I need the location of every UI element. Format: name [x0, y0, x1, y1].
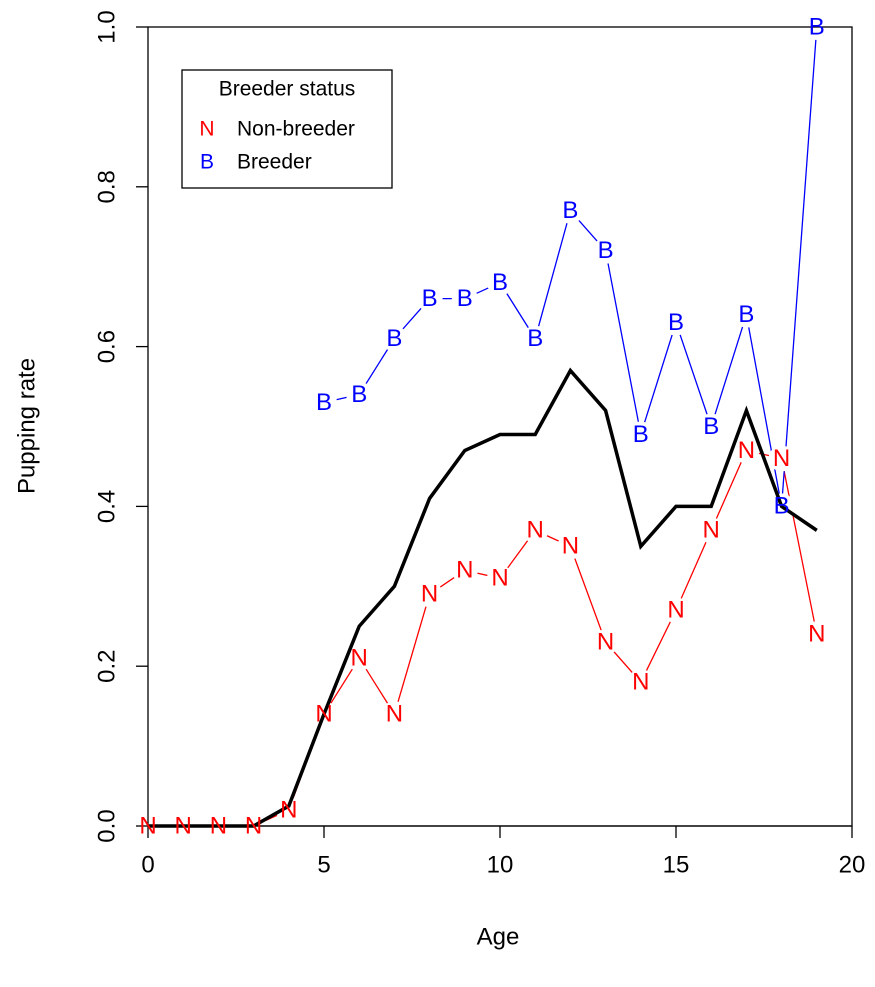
series-line [148, 449, 818, 827]
point-marker: N [315, 700, 332, 727]
y-tick-label: 0.6 [93, 330, 120, 363]
point-marker: B [492, 269, 508, 296]
point-marker: B [598, 237, 614, 264]
point-marker: N [491, 565, 508, 592]
point-marker: B [562, 197, 578, 224]
point-marker: B [738, 301, 754, 328]
point-marker: N [139, 812, 156, 839]
x-tick-label: 10 [487, 851, 514, 878]
y-axis-label: Pupping rate [13, 358, 40, 494]
x-axis-label: Age [477, 923, 520, 950]
x-tick-label: 0 [141, 851, 154, 878]
point-marker: B [809, 13, 825, 40]
point-marker: N [245, 812, 262, 839]
legend-label: Breeder [237, 151, 312, 174]
point-marker: N [280, 796, 297, 823]
x-tick-label: 15 [663, 851, 690, 878]
point-marker: N [738, 437, 755, 464]
point-marker: N [632, 669, 649, 696]
point-marker: B [527, 325, 543, 352]
legend-marker: B [200, 151, 214, 174]
point-marker: N [386, 700, 403, 727]
y-tick-label: 0.2 [93, 650, 120, 683]
x-tick-label: 5 [317, 851, 330, 878]
legend-title: Breeder status [219, 78, 356, 101]
point-marker: B [774, 493, 790, 520]
legend-label: Non-breeder [237, 118, 355, 141]
y-tick-label: 0.4 [93, 490, 120, 523]
legend-box [181, 69, 393, 189]
point-marker: N [667, 597, 684, 624]
point-marker: N [210, 812, 227, 839]
point-marker: N [351, 645, 368, 672]
legend-marker: N [199, 118, 214, 141]
point-marker: N [527, 517, 544, 544]
point-marker: B [457, 285, 473, 312]
point-marker: N [773, 445, 790, 472]
y-tick-label: 1.0 [93, 10, 120, 43]
y-tick-label: 0.0 [93, 809, 120, 842]
point-marker: N [421, 581, 438, 608]
point-marker: N [703, 517, 720, 544]
x-tick-label: 20 [839, 851, 866, 878]
point-marker: B [316, 389, 332, 416]
series-line [323, 26, 818, 507]
point-marker: B [386, 325, 402, 352]
point-marker: B [633, 421, 649, 448]
point-marker: B [703, 413, 719, 440]
point-marker: B [351, 381, 367, 408]
point-marker: N [562, 533, 579, 560]
point-marker: N [808, 621, 825, 648]
point-marker: B [422, 285, 438, 312]
point-marker: N [175, 812, 192, 839]
point-marker: N [597, 629, 614, 656]
point-marker: B [668, 309, 684, 336]
point-marker: N [456, 557, 473, 584]
y-tick-label: 0.8 [93, 170, 120, 203]
series-line [148, 367, 818, 828]
